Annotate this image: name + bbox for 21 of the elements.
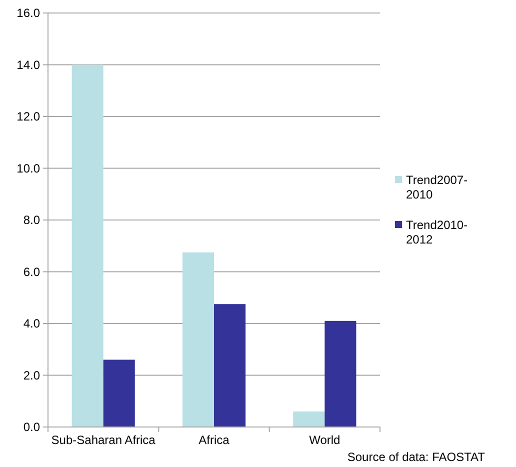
legend-label: Trend2010-2012 — [406, 218, 468, 247]
source-note: Source of data: FAOSTAT — [347, 450, 486, 464]
x-tick-label: Africa — [198, 433, 230, 447]
bar — [293, 411, 325, 427]
y-tick-label: 8.0 — [23, 213, 40, 228]
y-tick-label: 2.0 — [23, 368, 40, 382]
y-tick-label: 10.0 — [16, 161, 40, 176]
y-tick-label: 14.0 — [16, 58, 40, 72]
y-tick-label: 6.0 — [23, 264, 40, 279]
bar — [103, 360, 135, 427]
x-tick-label: World — [309, 433, 340, 447]
x-tick-label: Sub-Saharan Africa — [51, 433, 156, 447]
y-tick-label: 4.0 — [23, 316, 40, 331]
bar — [182, 252, 214, 427]
y-tick-label: 12.0 — [16, 110, 40, 124]
legend-label: Trend2007-2010 — [406, 173, 468, 202]
bar — [214, 304, 246, 427]
bar — [72, 64, 104, 427]
y-tick-label: 16.0 — [16, 6, 40, 20]
y-tick-label: 0.0 — [23, 420, 40, 434]
bar — [324, 320, 356, 427]
